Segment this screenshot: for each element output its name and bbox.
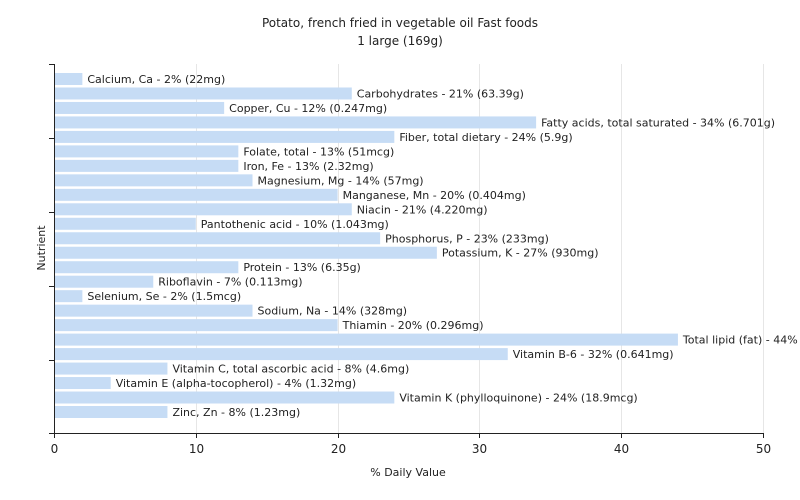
bar	[55, 87, 352, 100]
bar-label: Folate, total - 13% (51mcg)	[243, 145, 394, 158]
bar	[55, 261, 239, 274]
bar-label: Riboflavin - 7% (0.113mg)	[158, 276, 302, 289]
bar	[55, 362, 168, 375]
bar	[55, 174, 253, 187]
bar	[55, 203, 352, 216]
bars	[55, 73, 678, 418]
bar-label: Vitamin C, total ascorbic acid - 8% (4.6…	[172, 363, 409, 376]
bar	[55, 348, 508, 361]
chart-subtitle: 1 large (169g)	[357, 34, 443, 48]
bar	[55, 333, 678, 346]
bar-label: Vitamin K (phylloquinone) - 24% (18.9mcg…	[399, 392, 637, 405]
x-tick-label: 30	[472, 442, 487, 456]
bar-label: Iron, Fe - 13% (2.32mg)	[243, 160, 373, 173]
bar	[55, 145, 239, 158]
bar-label: Total lipid (fat) - 44% (28.81g)	[682, 334, 800, 347]
bar-label: Sodium, Na - 14% (328mg)	[258, 305, 408, 318]
bar-label: Niacin - 21% (4.220mg)	[357, 203, 488, 216]
x-axis-title: % Daily Value	[370, 466, 446, 479]
chart-title: Potato, french fried in vegetable oil Fa…	[262, 16, 538, 30]
x-tick-label: 40	[614, 442, 629, 456]
x-tick-label: 20	[331, 442, 346, 456]
bar	[55, 188, 338, 201]
bar	[55, 101, 225, 114]
bar-label: Fatty acids, total saturated - 34% (6.70…	[541, 116, 775, 129]
bar-label: Thiamin - 20% (0.296mg)	[342, 319, 484, 332]
bar	[55, 377, 111, 390]
bar-label: Manganese, Mn - 20% (0.404mg)	[343, 189, 526, 202]
bar	[55, 73, 83, 85]
bar	[55, 391, 395, 404]
bar-labels: Calcium, Ca - 2% (22mg) Carbohydrates - 2…	[87, 73, 800, 419]
x-tick-label: 0	[51, 442, 59, 456]
bar	[55, 290, 83, 303]
bar	[55, 275, 154, 288]
bar-label: Vitamin B-6 - 32% (0.641mg)	[513, 348, 674, 361]
bar	[55, 319, 338, 332]
bar-label: Vitamin E (alpha-tocopherol) - 4% (1.32m…	[116, 377, 356, 390]
bar-label: Pantothenic acid - 10% (1.043mg)	[201, 218, 389, 231]
bar	[55, 217, 196, 230]
bar	[55, 304, 253, 317]
bar-label: Phosphorus, P - 23% (233mg)	[385, 232, 549, 245]
bar-label: Calcium, Ca - 2% (22mg)	[87, 73, 225, 86]
bar-label: Potassium, K - 27% (930mg)	[442, 247, 599, 260]
bar	[55, 406, 168, 418]
x-tick-label: 10	[189, 442, 204, 456]
x-tick-label: 50	[756, 442, 771, 456]
bar	[55, 232, 381, 245]
bar-label: Protein - 13% (6.35g)	[243, 261, 361, 274]
bar	[55, 159, 239, 172]
bar-label: Zinc, Zn - 8% (1.23mg)	[172, 406, 300, 419]
bar-label: Carbohydrates - 21% (63.39g)	[357, 87, 524, 100]
bar-label: Magnesium, Mg - 14% (57mg)	[258, 174, 424, 187]
axes: 0 10 20 30 40 50	[49, 64, 771, 456]
bar	[55, 116, 537, 129]
bar-label: Copper, Cu - 12% (0.247mg)	[229, 102, 387, 115]
bar	[55, 130, 395, 143]
bar-label: Selenium, Se - 2% (1.5mcg)	[87, 290, 241, 303]
bar	[55, 246, 437, 259]
bar-label: Fiber, total dietary - 24% (5.9g)	[399, 131, 572, 144]
y-axis-title: Nutrient	[35, 225, 48, 271]
